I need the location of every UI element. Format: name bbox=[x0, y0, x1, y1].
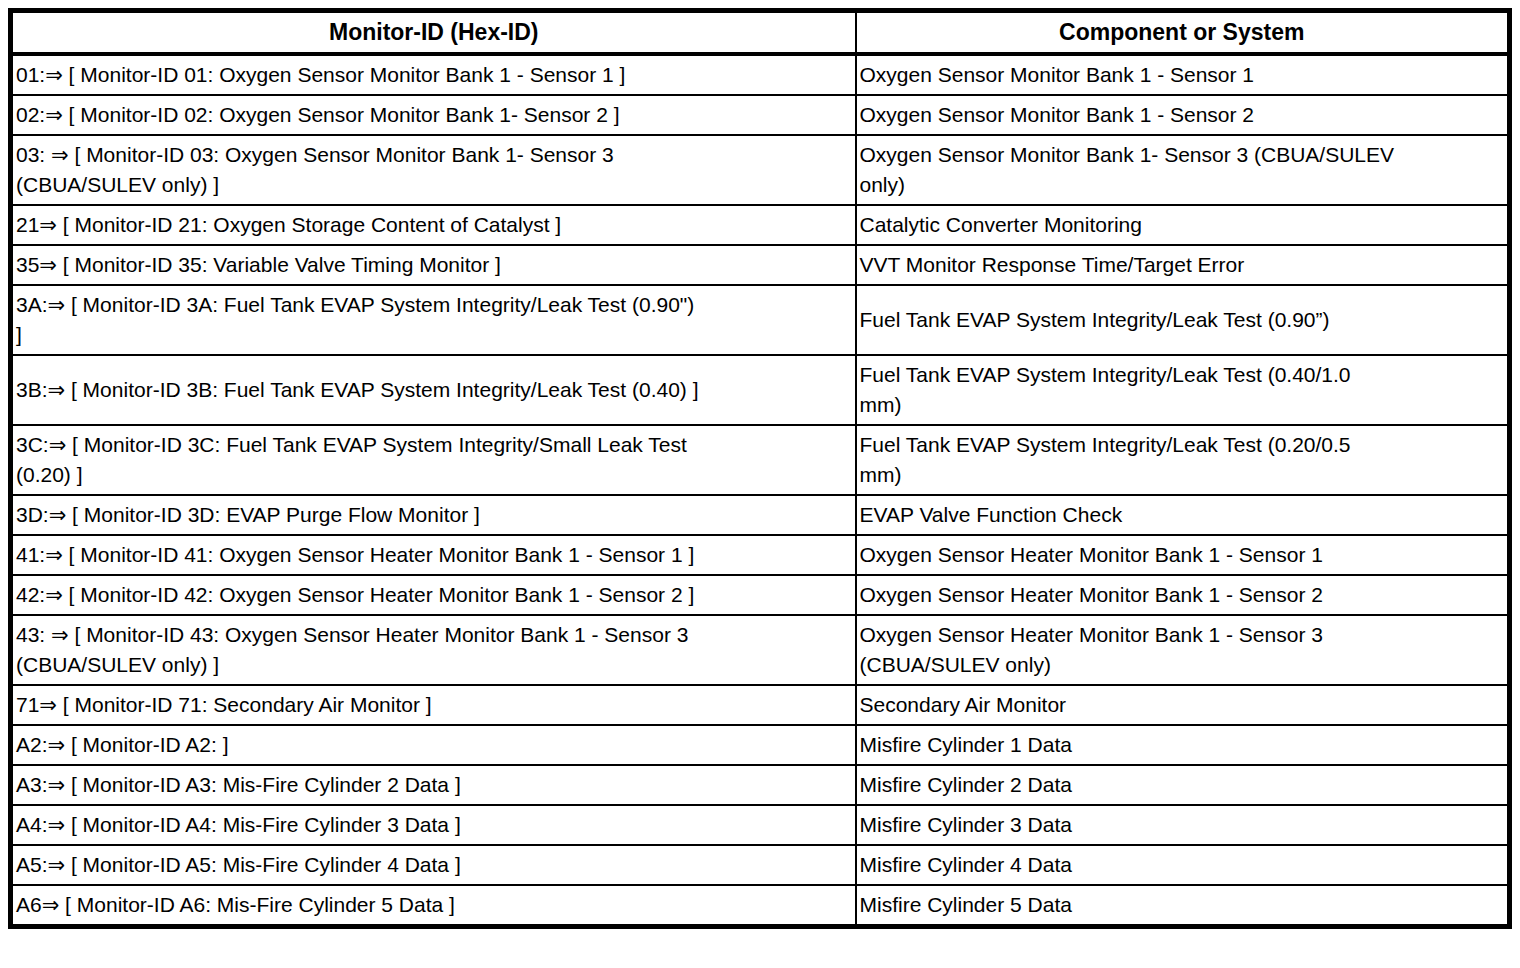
table-row: 35⇒ [ Monitor-ID 35: Variable Valve Timi… bbox=[11, 245, 1510, 285]
monitor-id-cell: A6⇒ [ Monitor-ID A6: Mis-Fire Cylinder 5… bbox=[11, 885, 856, 927]
component-cell: Fuel Tank EVAP System Integrity/Leak Tes… bbox=[856, 285, 1510, 355]
component-cell: Misfire Cylinder 2 Data bbox=[856, 765, 1510, 805]
component-cell: Catalytic Converter Monitoring bbox=[856, 205, 1510, 245]
monitor-id-cell: A5:⇒ [ Monitor-ID A5: Mis-Fire Cylinder … bbox=[11, 845, 856, 885]
monitor-id-cell: 43: ⇒ [ Monitor-ID 43: Oxygen Sensor Hea… bbox=[11, 615, 856, 685]
component-cell: Misfire Cylinder 3 Data bbox=[856, 805, 1510, 845]
table-row: A2:⇒ [ Monitor-ID A2: ]Misfire Cylinder … bbox=[11, 725, 1510, 765]
col-header-component: Component or System bbox=[856, 11, 1510, 55]
monitor-id-cell: 35⇒ [ Monitor-ID 35: Variable Valve Timi… bbox=[11, 245, 856, 285]
monitor-id-cell: 42:⇒ [ Monitor-ID 42: Oxygen Sensor Heat… bbox=[11, 575, 856, 615]
component-cell: Oxygen Sensor Heater Monitor Bank 1 - Se… bbox=[856, 615, 1510, 685]
table-row: 41:⇒ [ Monitor-ID 41: Oxygen Sensor Heat… bbox=[11, 535, 1510, 575]
col-header-monitor-id: Monitor-ID (Hex-ID) bbox=[11, 11, 856, 55]
table-row: 02:⇒ [ Monitor-ID 02: Oxygen Sensor Moni… bbox=[11, 95, 1510, 135]
monitor-id-cell: 71⇒ [ Monitor-ID 71: Secondary Air Monit… bbox=[11, 685, 856, 725]
component-cell: Oxygen Sensor Heater Monitor Bank 1 - Se… bbox=[856, 575, 1510, 615]
component-cell: Oxygen Sensor Monitor Bank 1 - Sensor 2 bbox=[856, 95, 1510, 135]
monitor-id-cell: A4:⇒ [ Monitor-ID A4: Mis-Fire Cylinder … bbox=[11, 805, 856, 845]
table-row: A6⇒ [ Monitor-ID A6: Mis-Fire Cylinder 5… bbox=[11, 885, 1510, 927]
component-cell: Fuel Tank EVAP System Integrity/Leak Tes… bbox=[856, 425, 1510, 495]
monitor-id-cell: 3D:⇒ [ Monitor-ID 3D: EVAP Purge Flow Mo… bbox=[11, 495, 856, 535]
table-row: 01:⇒ [ Monitor-ID 01: Oxygen Sensor Moni… bbox=[11, 54, 1510, 95]
component-cell: EVAP Valve Function Check bbox=[856, 495, 1510, 535]
table-header-row: Monitor-ID (Hex-ID) Component or System bbox=[11, 11, 1510, 55]
monitor-id-table: Monitor-ID (Hex-ID) Component or System … bbox=[8, 8, 1512, 929]
component-cell: Misfire Cylinder 1 Data bbox=[856, 725, 1510, 765]
table-body: 01:⇒ [ Monitor-ID 01: Oxygen Sensor Moni… bbox=[11, 54, 1510, 927]
monitor-id-cell: 02:⇒ [ Monitor-ID 02: Oxygen Sensor Moni… bbox=[11, 95, 856, 135]
table-row: 3D:⇒ [ Monitor-ID 3D: EVAP Purge Flow Mo… bbox=[11, 495, 1510, 535]
component-cell: VVT Monitor Response Time/Target Error bbox=[856, 245, 1510, 285]
table-row: 3A:⇒ [ Monitor-ID 3A: Fuel Tank EVAP Sys… bbox=[11, 285, 1510, 355]
component-cell: Misfire Cylinder 4 Data bbox=[856, 845, 1510, 885]
table-row: 71⇒ [ Monitor-ID 71: Secondary Air Monit… bbox=[11, 685, 1510, 725]
component-cell: Fuel Tank EVAP System Integrity/Leak Tes… bbox=[856, 355, 1510, 425]
monitor-id-cell: 41:⇒ [ Monitor-ID 41: Oxygen Sensor Heat… bbox=[11, 535, 856, 575]
component-cell: Oxygen Sensor Monitor Bank 1- Sensor 3 (… bbox=[856, 135, 1510, 205]
table-row: 42:⇒ [ Monitor-ID 42: Oxygen Sensor Heat… bbox=[11, 575, 1510, 615]
component-cell: Misfire Cylinder 5 Data bbox=[856, 885, 1510, 927]
component-cell: Oxygen Sensor Monitor Bank 1 - Sensor 1 bbox=[856, 54, 1510, 95]
monitor-id-cell: 3A:⇒ [ Monitor-ID 3A: Fuel Tank EVAP Sys… bbox=[11, 285, 856, 355]
component-cell: Secondary Air Monitor bbox=[856, 685, 1510, 725]
table-row: A3:⇒ [ Monitor-ID A3: Mis-Fire Cylinder … bbox=[11, 765, 1510, 805]
monitor-id-cell: 21⇒ [ Monitor-ID 21: Oxygen Storage Cont… bbox=[11, 205, 856, 245]
component-cell: Oxygen Sensor Heater Monitor Bank 1 - Se… bbox=[856, 535, 1510, 575]
table-row: 03: ⇒ [ Monitor-ID 03: Oxygen Sensor Mon… bbox=[11, 135, 1510, 205]
monitor-id-cell: A3:⇒ [ Monitor-ID A3: Mis-Fire Cylinder … bbox=[11, 765, 856, 805]
table-row: A4:⇒ [ Monitor-ID A4: Mis-Fire Cylinder … bbox=[11, 805, 1510, 845]
monitor-id-cell: 3C:⇒ [ Monitor-ID 3C: Fuel Tank EVAP Sys… bbox=[11, 425, 856, 495]
monitor-id-cell: 01:⇒ [ Monitor-ID 01: Oxygen Sensor Moni… bbox=[11, 54, 856, 95]
monitor-id-cell: 03: ⇒ [ Monitor-ID 03: Oxygen Sensor Mon… bbox=[11, 135, 856, 205]
table-row: 3B:⇒ [ Monitor-ID 3B: Fuel Tank EVAP Sys… bbox=[11, 355, 1510, 425]
table-row: 43: ⇒ [ Monitor-ID 43: Oxygen Sensor Hea… bbox=[11, 615, 1510, 685]
monitor-id-cell: A2:⇒ [ Monitor-ID A2: ] bbox=[11, 725, 856, 765]
table-row: A5:⇒ [ Monitor-ID A5: Mis-Fire Cylinder … bbox=[11, 845, 1510, 885]
table-row: 21⇒ [ Monitor-ID 21: Oxygen Storage Cont… bbox=[11, 205, 1510, 245]
document-page: Monitor-ID (Hex-ID) Component or System … bbox=[0, 0, 1520, 968]
table-row: 3C:⇒ [ Monitor-ID 3C: Fuel Tank EVAP Sys… bbox=[11, 425, 1510, 495]
monitor-id-cell: 3B:⇒ [ Monitor-ID 3B: Fuel Tank EVAP Sys… bbox=[11, 355, 856, 425]
